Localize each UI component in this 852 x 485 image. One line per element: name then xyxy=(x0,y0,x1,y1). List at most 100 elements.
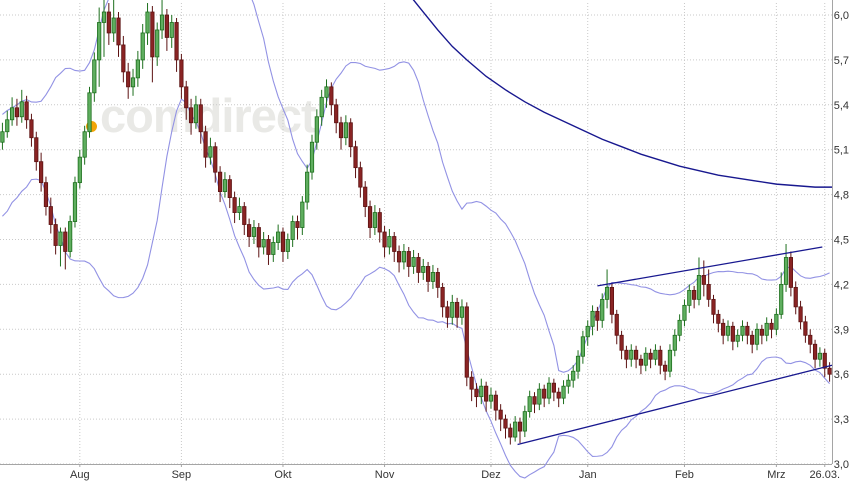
candle-body xyxy=(822,352,827,369)
candle-body xyxy=(406,251,411,267)
candle-body xyxy=(251,227,257,237)
price-axis-label: 3,3 xyxy=(834,414,849,426)
trendline-support xyxy=(517,364,833,446)
candle-body xyxy=(484,385,489,402)
candle-body xyxy=(672,334,677,351)
candle-body xyxy=(285,239,290,252)
candle-body xyxy=(334,104,339,124)
candle-body xyxy=(106,11,111,34)
candle-body xyxy=(266,239,271,255)
candle-body xyxy=(687,289,692,306)
candle-body xyxy=(430,272,436,282)
candle-body xyxy=(329,86,334,106)
candle-body xyxy=(58,231,63,246)
candle-body xyxy=(561,385,566,399)
candle-body xyxy=(9,107,15,121)
candle-body xyxy=(585,325,590,338)
candle-body xyxy=(0,131,5,143)
candle-body xyxy=(566,379,571,387)
candle-body xyxy=(638,358,644,366)
candle-body xyxy=(324,86,329,98)
candle-body xyxy=(63,231,68,252)
candle-body xyxy=(556,391,561,399)
price-axis-label: 4,8 xyxy=(834,190,849,202)
candle-body xyxy=(319,96,324,118)
candle-body xyxy=(764,322,769,336)
candle-body xyxy=(411,257,416,267)
candle-body xyxy=(217,171,223,193)
candle-body xyxy=(14,107,20,118)
candle-body xyxy=(97,22,102,61)
candle-body xyxy=(276,231,281,243)
price-axis-label: 3,6 xyxy=(834,369,849,381)
candle-body xyxy=(677,319,682,336)
candle-body xyxy=(92,59,97,94)
candle-body xyxy=(82,131,87,158)
candle-body xyxy=(87,92,92,133)
candle-body xyxy=(474,388,479,398)
candle-body xyxy=(34,137,39,163)
candle-body xyxy=(488,394,494,402)
candle-body xyxy=(440,286,445,308)
candle-body xyxy=(247,224,252,237)
candle-body xyxy=(425,266,431,282)
candle-body xyxy=(793,286,798,308)
candle-body xyxy=(648,352,653,360)
time-axis-label: Dez xyxy=(481,469,501,481)
candle-body xyxy=(682,304,687,321)
candle-body xyxy=(227,179,232,198)
candle-body xyxy=(295,221,300,228)
candles-layer xyxy=(0,0,832,445)
candle-body xyxy=(435,272,440,288)
candle-body xyxy=(527,396,532,413)
candle-body xyxy=(624,349,629,360)
candle-body xyxy=(280,231,286,252)
candle-body xyxy=(459,306,465,318)
candle-body xyxy=(455,301,460,318)
candle-body xyxy=(43,182,49,207)
candle-body xyxy=(300,201,305,228)
candle-body xyxy=(701,275,706,285)
candle-body xyxy=(372,212,377,228)
candle-body xyxy=(769,322,774,330)
candle-body xyxy=(101,11,107,23)
candle-body xyxy=(745,325,750,336)
candle-body xyxy=(740,325,745,336)
candle-body xyxy=(730,325,735,342)
candle-body xyxy=(779,283,784,315)
price-axis-label: 4,5 xyxy=(834,235,849,247)
candle-body xyxy=(513,421,518,438)
candle-body xyxy=(198,104,203,133)
candle-body xyxy=(150,11,155,58)
candle-body xyxy=(387,236,392,248)
price-axis-label: 3,9 xyxy=(834,324,849,336)
price-axis-label: 5,1 xyxy=(834,145,849,157)
candle-body xyxy=(716,313,721,324)
candle-body xyxy=(595,310,600,321)
candle-body xyxy=(464,306,469,378)
candle-body xyxy=(401,251,407,263)
time-axis-label: Okt xyxy=(274,469,291,481)
candle-body xyxy=(725,325,731,336)
candle-body xyxy=(609,286,615,315)
candle-body xyxy=(184,86,189,109)
candle-body xyxy=(382,231,387,248)
candle-body xyxy=(614,313,619,336)
candle-body xyxy=(445,306,450,318)
candle-body xyxy=(39,161,44,184)
candle-body xyxy=(508,427,513,438)
time-axis-label: Jan xyxy=(579,469,597,481)
candle-body xyxy=(604,286,610,300)
candle-body xyxy=(309,141,315,173)
candle-body xyxy=(667,349,673,372)
candle-body xyxy=(808,334,813,345)
price-axis-label: 5,4 xyxy=(834,100,849,112)
time-axis-label: Aug xyxy=(70,469,90,481)
candle-body xyxy=(169,22,174,38)
candle-body xyxy=(24,101,29,121)
candle-body xyxy=(643,352,648,366)
candle-body xyxy=(421,266,426,273)
candle-body xyxy=(803,321,808,336)
